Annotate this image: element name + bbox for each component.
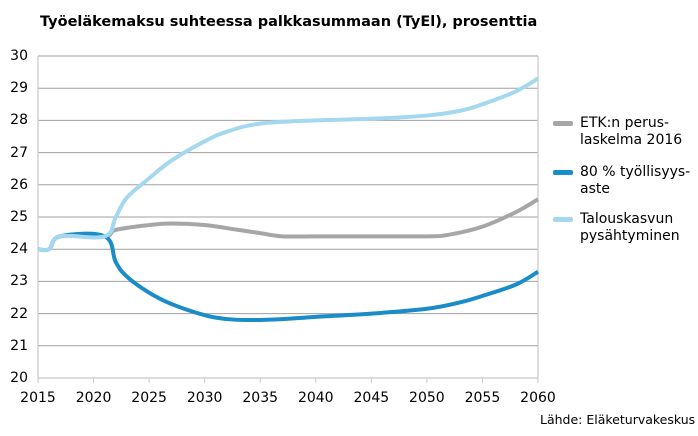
chart-title: Työeläkemaksu suhteessa palkkasummaan (T… [40, 14, 538, 30]
series-line [37, 76, 540, 253]
y-tick-label: 27 [10, 144, 28, 161]
x-tick-label: 2045 [353, 390, 390, 406]
legend-label: laskelma 2016 [580, 132, 683, 148]
y-tick-label: 24 [10, 241, 28, 258]
legend-label: pysähtyminen [580, 228, 680, 244]
x-tick-label: 2050 [409, 390, 445, 406]
y-tick-label: 30 [10, 48, 28, 64]
legend-item-etk: ETK:n perus-laskelma 2016 [553, 115, 682, 149]
x-tick-label: 2015 [20, 390, 56, 406]
legend-swatch-lightblue [553, 217, 573, 222]
y-tick-label: 23 [10, 273, 28, 290]
x-tick-label: 2035 [242, 390, 279, 406]
x-tick-label: 2025 [131, 390, 167, 406]
x-tick-label: 2055 [464, 390, 501, 406]
y-tick-label: 28 [10, 112, 28, 129]
legend-swatch-gray [553, 121, 573, 126]
series-line [37, 231, 540, 323]
legend-swatch-blue [553, 170, 573, 175]
legend-label: aste [580, 181, 610, 197]
y-tick-label: 21 [10, 337, 28, 354]
x-tick-label: 2040 [297, 390, 334, 406]
legend-item-80-percent: 80 % työllisyys-aste [553, 164, 690, 198]
y-tick-label: 25 [10, 209, 28, 225]
y-tick-label: 29 [10, 80, 28, 97]
legend-label: Talouskasvun [580, 211, 674, 227]
y-tick-label: 20 [10, 370, 28, 386]
x-tick-label: 2030 [186, 390, 223, 406]
legend-item-talouskasvu: Talouskasvun pysähtyminen [553, 211, 680, 245]
legend-label: 80 % työllisyys- [580, 164, 691, 180]
y-tick-label: 26 [10, 176, 28, 193]
source-note: Lähde: Eläketurvakeskus [540, 412, 696, 427]
y-tick-label: 22 [10, 305, 28, 322]
x-tick-label: 2060 [520, 390, 556, 406]
legend-label: ETK:n perus- [580, 115, 670, 131]
x-tick-label: 2020 [75, 390, 112, 406]
